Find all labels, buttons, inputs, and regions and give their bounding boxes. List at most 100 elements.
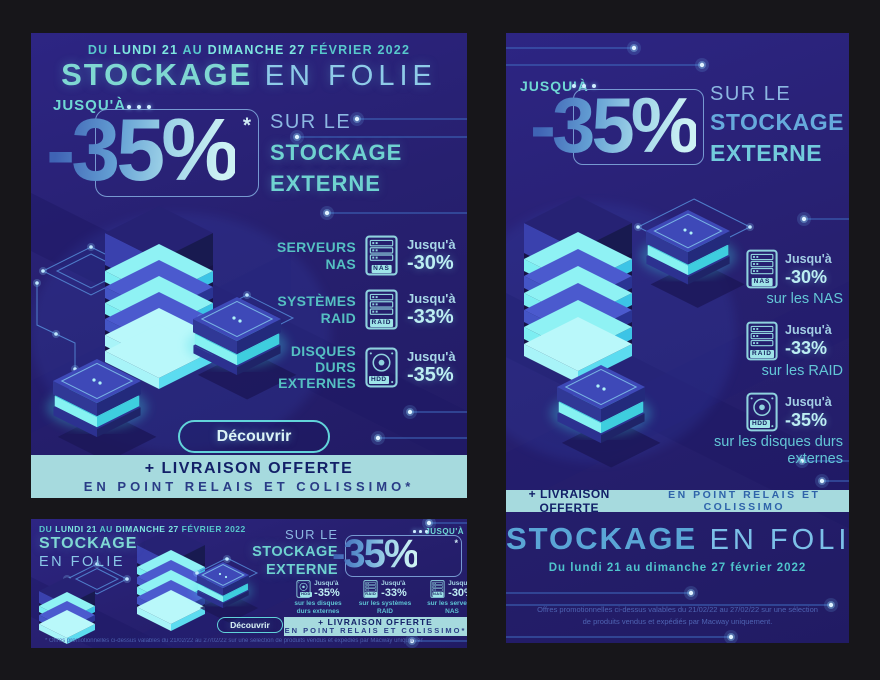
discount-box: -35% * xyxy=(46,101,259,199)
offer-value: -30% xyxy=(407,252,454,274)
device-badge: NAS xyxy=(432,592,444,597)
hdd-icon: HDD xyxy=(746,392,778,432)
nas-icon: NAS xyxy=(365,235,398,276)
jusqua-small: Jusqu'à xyxy=(381,580,406,587)
offer-value: -33% xyxy=(407,306,454,328)
asterisk: * xyxy=(242,114,251,137)
discover-button[interactable]: Découvrir xyxy=(217,617,283,633)
offer-nas: NAS Jusqu'à -30% sur les NAS xyxy=(711,249,843,308)
offer-desc: sur les RAID xyxy=(761,362,843,379)
discount-box: -35% xyxy=(530,81,704,169)
device-badge: HDD xyxy=(369,375,389,384)
dot-trail xyxy=(127,105,157,109)
shipping-light: EN POINT RELAIS ET COLISSIMO xyxy=(668,489,821,513)
tagline: SUR LE STOCKAGE EXTERNE xyxy=(710,81,844,169)
device-badge: NAS xyxy=(751,278,773,286)
legal-text: * Offres promotionnelles ci-dessus valab… xyxy=(45,638,423,644)
tagline: SUR LE STOCKAGE EXTERNE xyxy=(270,107,402,199)
jusqua-label: JUSQU'À xyxy=(425,527,464,536)
dot-trail xyxy=(413,530,431,533)
jusqua-small: Jusqu'à xyxy=(785,394,832,409)
offer-desc: sur les serveurs NAS xyxy=(427,600,467,615)
offer-raid: SYSTÈMES RAID RAID Jusqu'à -33% xyxy=(269,289,465,330)
nas-icon: NAS xyxy=(746,249,778,289)
asterisk: * xyxy=(454,538,458,548)
tagline-sur-le: SUR LE xyxy=(285,527,338,542)
tagline-stockage: STOCKAGE xyxy=(252,544,338,560)
device-badge: HDD xyxy=(750,420,770,429)
banner-wide: DU LUNDI 21 AU DIMANCHE 27 FÉVRIER 2022 … xyxy=(31,519,467,648)
shipping-bold: + LIVRAISON OFFERTE xyxy=(528,487,610,515)
offer-value: -35% xyxy=(785,409,828,430)
isometric-storage-illustration xyxy=(31,519,467,648)
shipping-bold: + LIVRAISON OFFERTE xyxy=(318,616,433,627)
headline-bold: STOCKAGE xyxy=(39,535,138,552)
headline-light: EN FOLIE xyxy=(709,524,849,556)
offer-value: -30% xyxy=(448,587,467,599)
legal-text: Offres promotionnelles ci-dessus valable… xyxy=(537,605,818,626)
headline-bold: STOCKAGE xyxy=(61,57,253,92)
device-badge: HDD xyxy=(300,592,312,597)
raid-icon: RAID xyxy=(363,580,378,598)
offer-list: NAS Jusqu'à -30% sur les NAS RAID Jusqu'… xyxy=(711,249,843,481)
headline: STOCKAGE EN FOLIE xyxy=(31,57,467,93)
promo-dates: DU LUNDI 21 AU DIMANCHE 27 FÉVRIER 2022 xyxy=(87,43,411,57)
offer-value: -35% xyxy=(407,363,454,386)
dot-trail xyxy=(572,84,602,88)
jusqua-small: Jusqu'à xyxy=(407,237,456,252)
offer-list: HDD Jusqu'à -35% sur les disques durs ex… xyxy=(289,580,467,615)
headline-bold: STOCKAGE xyxy=(506,521,698,556)
discount-value: -35% xyxy=(332,532,419,576)
offer-nas: NAS Jusqu'à -30% sur les serveurs NAS xyxy=(423,580,467,615)
tagline-externe: EXTERNE xyxy=(270,171,381,196)
offer-desc: sur les disques durs externes xyxy=(294,600,342,615)
shipping-light: EN POINT RELAIS ET COLISSIMO* xyxy=(83,478,415,494)
shipping-bold: + LIVRAISON OFFERTE xyxy=(144,459,354,477)
offer-raid: RAID Jusqu'à -33% sur les RAID xyxy=(711,321,843,380)
tagline-stockage: STOCKAGE xyxy=(270,140,403,165)
offer-value: -33% xyxy=(381,587,407,599)
shipping-strip: + LIVRAISON OFFERTE EN POINT RELAIS ET C… xyxy=(506,487,849,515)
tagline-externe: EXTERNE xyxy=(710,140,823,166)
banner-square: DU LUNDI 21 AU DIMANCHE 27 FÉVRIER 2022 … xyxy=(31,33,467,498)
discount-block: JUSQU'À -35% * xyxy=(46,97,259,199)
banner-tall: JUSQU'À -35% SUR LE STOCKAGE EXTERNE NAS… xyxy=(506,33,849,643)
headline-light: EN FOLIE xyxy=(39,554,126,570)
headline-light: EN FOLIE xyxy=(264,60,437,92)
offer-hdd: HDD Jusqu'à -35% sur les disques durs ex… xyxy=(711,392,843,467)
device-badge: RAID xyxy=(364,592,378,597)
discount-box: -35% * xyxy=(332,532,462,577)
discount-value: -35% xyxy=(530,81,700,169)
tagline-externe: EXTERNE xyxy=(266,562,338,578)
jusqua-small: Jusqu'à xyxy=(314,580,339,587)
promo-dates: Du lundi 21 au dimanche 27 février 2022 xyxy=(548,562,807,574)
offer-value: -30% xyxy=(785,266,828,287)
shipping-strip: + LIVRAISON OFFERTE EN POINT RELAIS ET C… xyxy=(284,617,467,636)
tagline-sur-le: SUR LE xyxy=(710,83,792,105)
device-badge: RAID xyxy=(750,349,774,358)
offer-label: SERVEURS NAS xyxy=(276,239,356,272)
discover-button[interactable]: Découvrir xyxy=(178,420,330,453)
offer-label: SYSTÈMES RAID xyxy=(277,293,356,326)
shipping-light: EN POINT RELAIS ET COLISSIMO* xyxy=(284,626,467,635)
jusqua-small: Jusqu'à xyxy=(785,251,832,266)
tagline: SUR LE STOCKAGE EXTERNE xyxy=(236,527,338,579)
offer-desc: sur les NAS xyxy=(766,291,843,307)
tagline-stockage: STOCKAGE xyxy=(710,109,844,135)
discount-value: -35% xyxy=(46,100,239,199)
offer-desc: sur les disques durs externes xyxy=(714,434,843,468)
jusqua-small: Jusqu'à xyxy=(448,580,467,587)
isometric-storage-illustration xyxy=(506,41,849,643)
offer-raid: RAID Jusqu'à -33% sur les systèmes RAID xyxy=(356,580,414,615)
tagline-sur-le: SUR LE xyxy=(270,111,352,133)
jusqua-small: Jusqu'à xyxy=(407,348,456,364)
offer-value: -33% xyxy=(785,338,828,359)
jusqua-small: Jusqu'à xyxy=(407,291,456,306)
offer-nas: SERVEURS NAS NAS Jusqu'à -30% xyxy=(269,235,465,276)
jusqua-small: Jusqu'à xyxy=(785,323,832,338)
headline: STOCKAGE EN FOLIE xyxy=(506,521,849,557)
hdd-icon: HDD xyxy=(296,580,312,598)
discount-block: JUSQU'À -35% xyxy=(520,78,704,169)
nas-icon: NAS xyxy=(430,580,445,598)
jusqua-label: JUSQU'À xyxy=(520,78,589,94)
